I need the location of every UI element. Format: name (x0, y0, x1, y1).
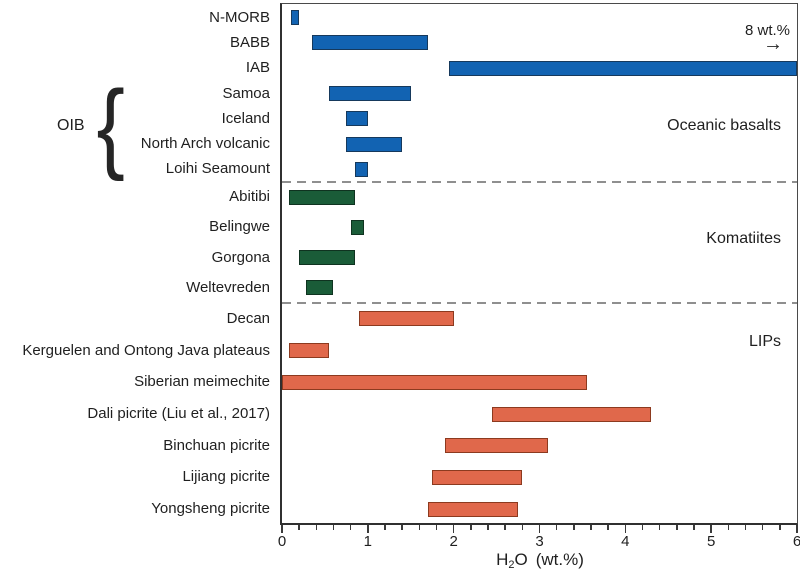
range-bar (329, 86, 411, 101)
range-bar (432, 469, 523, 485)
group-separator (282, 302, 797, 304)
x-axis-minor-tick (676, 525, 678, 530)
category-label: Abitibi (229, 188, 270, 206)
category-label: Lijiang picrite (182, 468, 270, 486)
category-label: Decan (226, 309, 270, 327)
x-axis-minor-tick (744, 525, 747, 530)
x-axis-minor-tick (779, 525, 781, 530)
range-bar (359, 311, 454, 327)
group-label: Komatiites (706, 230, 781, 247)
x-axis-title-unit: (wt.%) (535, 550, 584, 569)
x-axis-major-tick (452, 525, 455, 533)
category-label: Dali picrite (Liu et al., 2017) (87, 405, 270, 422)
x-axis-major-tick (538, 525, 541, 533)
category-label: Siberian meimechite (134, 373, 270, 391)
x-axis-title-prefix: H (496, 550, 509, 569)
x-axis-minor-tick (487, 525, 489, 530)
category-label: BABB (229, 33, 270, 51)
x-axis-tick-label: 3 (535, 533, 544, 550)
x-axis-minor-tick (658, 525, 661, 530)
x-axis-minor-tick (315, 525, 318, 530)
max-value-annotation: 8 wt.% (744, 22, 790, 39)
range-bar (354, 161, 368, 177)
plot-area (280, 3, 798, 525)
x-axis-minor-tick (435, 525, 438, 530)
category-label: N-MORB (209, 8, 270, 26)
category-label: Yongsheng picrite (151, 500, 270, 518)
x-axis-title: H2O (wt.%) (390, 550, 690, 571)
oib-group-label: OIB (57, 117, 85, 134)
x-axis-tick-label: 1 (363, 533, 372, 550)
x-axis-title-subscript: 2 (508, 559, 515, 571)
right-arrow-icon: → (763, 33, 783, 55)
x-axis-tick-label: 2 (449, 533, 458, 550)
group-label: LIPs (748, 333, 781, 350)
x-axis-minor-tick (607, 525, 609, 530)
x-axis-tick-label: 0 (277, 533, 287, 550)
x-axis-minor-tick (401, 525, 403, 530)
category-label: Gorgona (211, 248, 270, 266)
range-bar (449, 60, 797, 76)
x-axis-minor-tick (332, 525, 335, 530)
category-label: Kerguelen and Ontong Java plateaus (22, 341, 270, 359)
group-separator (282, 181, 797, 183)
category-label: Iceland (221, 109, 270, 127)
range-bar (350, 219, 364, 235)
range-bar (306, 280, 334, 296)
category-label: Binchuan picrite (163, 436, 270, 454)
x-axis-tick-label: 4 (621, 533, 630, 550)
range-bar (346, 136, 403, 152)
x-axis-minor-tick (504, 525, 506, 530)
range-bar (290, 10, 300, 26)
x-axis-tick-label: 6 (792, 533, 800, 550)
range-bar (288, 343, 330, 359)
x-axis-minor-tick (349, 525, 352, 530)
category-label: Loihi Seamount (165, 160, 270, 178)
category-label: Samoa (222, 84, 270, 102)
x-axis-major-tick (796, 525, 798, 533)
x-axis-minor-tick (573, 525, 575, 530)
category-label: IAB (245, 59, 270, 77)
x-axis-minor-tick (727, 525, 730, 530)
x-axis-major-tick (710, 525, 712, 533)
oib-brace: { (96, 70, 125, 182)
x-axis-minor-tick (693, 525, 695, 530)
x-axis-major-tick (624, 525, 627, 533)
range-bar (288, 189, 355, 205)
x-axis-major-tick (281, 525, 283, 533)
range-bar (445, 438, 549, 454)
x-axis-minor-tick (298, 525, 300, 530)
x-axis-minor-tick (590, 525, 592, 530)
x-axis-minor-tick (418, 525, 421, 530)
range-bar (427, 501, 519, 517)
x-axis-major-tick (367, 525, 369, 533)
x-axis-minor-tick (521, 525, 524, 530)
category-label: Belingwe (209, 218, 270, 236)
category-label: Weltevreden (186, 278, 270, 296)
range-bar (346, 111, 368, 127)
x-axis-tick-label: 5 (706, 533, 716, 550)
x-axis-minor-tick (641, 525, 644, 530)
x-axis-minor-tick (555, 525, 558, 530)
range-bar (299, 250, 355, 266)
x-axis-minor-tick (761, 525, 764, 530)
x-axis-minor-tick (384, 525, 386, 530)
x-axis-title-element: O (514, 550, 528, 569)
range-bar (312, 35, 428, 51)
range-bar (282, 374, 587, 390)
x-axis-minor-tick (470, 525, 472, 530)
range-bar (492, 406, 652, 422)
category-label: North Arch volcanic (140, 135, 270, 153)
group-label: Oceanic basalts (667, 117, 781, 134)
